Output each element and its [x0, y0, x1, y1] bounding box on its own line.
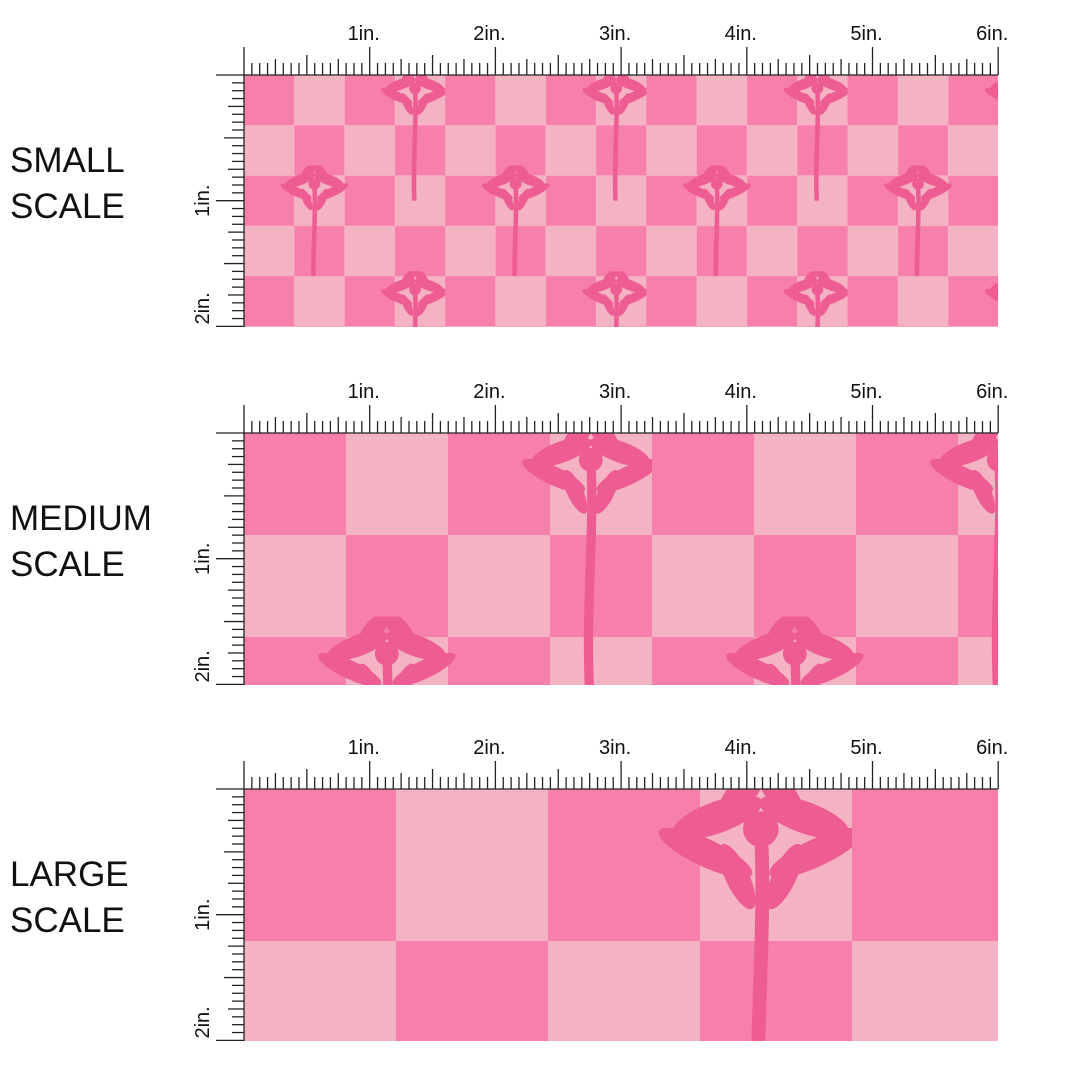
- ruler-label: 4in.: [725, 381, 757, 403]
- fabric-swatch: [244, 789, 998, 1041]
- ruler-label: 6in.: [976, 23, 1008, 45]
- ruler-label: 6in.: [976, 381, 1008, 403]
- scale-label: LARGE: [10, 855, 129, 894]
- ruler-label: 5in.: [850, 381, 882, 403]
- ruler-label: 1in.: [192, 185, 214, 217]
- fabric-swatch: [244, 75, 998, 327]
- scale-label: SCALE: [10, 187, 125, 226]
- scale-label: SCALE: [10, 545, 125, 584]
- ruler-label: 1in.: [192, 543, 214, 575]
- scale-label: MEDIUM: [10, 499, 152, 538]
- ruler-label: 2in.: [473, 737, 505, 759]
- ruler-label: 5in.: [850, 23, 882, 45]
- ruler-label: 2in.: [473, 23, 505, 45]
- ruler-label: 3in.: [599, 381, 631, 403]
- ruler-label: 3in.: [599, 23, 631, 45]
- ruler-label: 1in.: [348, 23, 380, 45]
- scale-label: SMALL: [10, 141, 125, 180]
- ruler-label: 3in.: [599, 737, 631, 759]
- ruler-label: 1in.: [348, 381, 380, 403]
- ruler-label: 4in.: [725, 737, 757, 759]
- ruler-label: 2in.: [192, 292, 214, 324]
- scale-label: SCALE: [10, 901, 125, 940]
- ruler-label: 4in.: [725, 23, 757, 45]
- ruler-label: 2in.: [192, 1006, 214, 1038]
- ruler-label: 2in.: [473, 381, 505, 403]
- fabric-swatch: [244, 433, 998, 685]
- ruler-label: 6in.: [976, 737, 1008, 759]
- ruler-label: 1in.: [192, 899, 214, 931]
- ruler-label: 1in.: [348, 737, 380, 759]
- ruler-label: 2in.: [192, 650, 214, 682]
- ruler-label: 5in.: [850, 737, 882, 759]
